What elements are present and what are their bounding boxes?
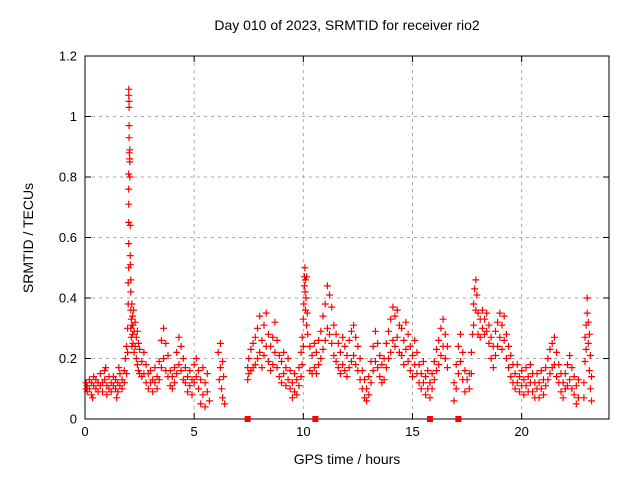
y-tick-label: 0.6 [59,230,77,245]
y-tick-label: 0.8 [59,170,77,185]
x-tick-label: 5 [191,424,198,439]
x-tick-label: 20 [514,424,528,439]
y-tick-label: 0.2 [59,351,77,366]
x-tick-label: 0 [81,424,88,439]
axis-marker-square [455,416,462,422]
tick-marks [84,55,609,420]
x-axis-label: GPS time / hours [293,451,401,467]
y-tick-label: 0 [70,412,77,427]
data-points [82,85,595,411]
y-tick-label: 1 [70,109,77,124]
chart-title: Day 010 of 2023, SRMTID for receiver rio… [214,17,480,33]
x-tick-label: 15 [405,424,419,439]
axis-marker-square [312,416,319,422]
y-tick-label: 1.2 [59,49,77,64]
y-tick-label: 0.4 [59,291,77,306]
x-tick-label: 10 [296,424,310,439]
axis-marker-square [426,416,433,422]
axis-marker-square [244,416,251,422]
